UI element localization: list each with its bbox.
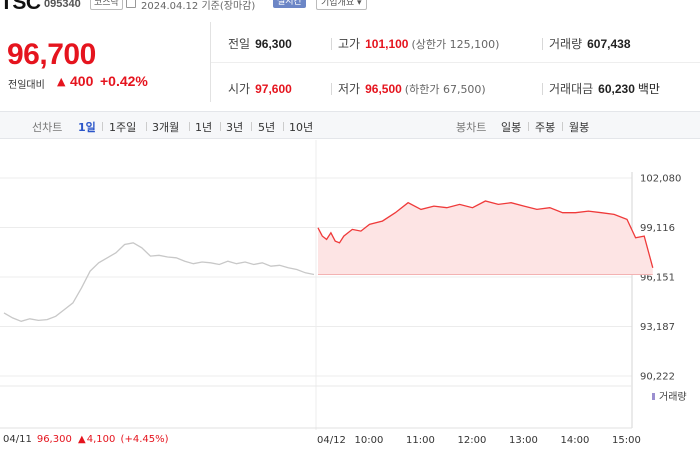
stat-unit: 백만 <box>637 82 660 96</box>
stat-sub: (상한가 125,100) <box>411 38 500 51</box>
stat-value: 97,600 <box>255 82 292 96</box>
stats-panel: 전일 96,300 고가 101,100 (상한가 125,100) 거래량 607,4… <box>210 22 700 102</box>
toolbar-separator <box>146 122 147 131</box>
stat-value: 101,100 <box>365 37 409 51</box>
stat-sub: (하한가 67,500) <box>404 83 486 96</box>
stat-value: 60,230 <box>598 82 635 96</box>
stat-value: 607,438 <box>587 37 631 51</box>
stat-label: 고가 <box>338 37 361 51</box>
current-price: 96,700 <box>7 38 96 71</box>
candle-weekly[interactable]: 주봉 <box>535 121 556 134</box>
stock-header: TSC 095340 코스닥 2024.04.12 기준(장마감) 실시간 기업… <box>0 0 700 13</box>
today-price-line <box>317 200 654 268</box>
x-tick-label: 12:00 <box>458 435 487 446</box>
company-info-label: 기업개요 <box>321 0 355 8</box>
price-change-percent: +0.42% <box>100 73 148 89</box>
stat-label: 시가 <box>228 82 251 96</box>
stock-ticker: TSC <box>0 0 41 13</box>
x-tick-label: 11:00 <box>406 435 435 446</box>
stat-open: 시가 97,600 <box>228 80 292 97</box>
chevron-down-icon: ▾ <box>357 0 362 8</box>
x-tick-label: 10:00 <box>355 435 384 446</box>
toolbar-separator <box>251 122 252 131</box>
stat-prev-close: 전일 96,300 <box>228 35 292 52</box>
stat-separator <box>542 83 543 95</box>
volume-legend-swatch <box>652 393 655 400</box>
stock-code: 095340 <box>44 0 81 10</box>
line-chart-tab[interactable]: 선차트 <box>32 121 63 134</box>
candle-daily[interactable]: 일봉 <box>501 121 522 134</box>
prev-close-direction: ▲ <box>78 434 86 445</box>
prev-day-price-line <box>3 242 315 322</box>
period-1d[interactable]: 1일 <box>78 121 96 134</box>
prev-close-readout: 04/11 96,300 ▲4,100 (+4.45%) <box>3 434 169 445</box>
price-change: 400 <box>70 73 94 89</box>
stat-separator <box>331 83 332 95</box>
x-tick-label: 14:00 <box>561 435 590 446</box>
quote-date: 2024.04.12 기준(장마감) <box>141 0 255 12</box>
stat-value: 96,500 <box>365 82 402 96</box>
period-1y[interactable]: 1년 <box>195 121 213 134</box>
basis-text: 기준(장마감) <box>201 1 256 12</box>
chart-toolbar: 선차트 1일 1주일 3개월 1년 3년 5년 10년 봉차트 일봉 주봉 월봉 <box>0 111 700 139</box>
toolbar-separator <box>102 122 103 131</box>
volume-label: 거래량 <box>659 391 687 403</box>
stat-value: 96,300 <box>255 37 292 51</box>
y-tick-label: 99,116 <box>640 223 675 234</box>
prev-close-change-pct: (+4.45%) <box>120 434 169 445</box>
toolbar-separator <box>562 122 563 131</box>
date-text: 2024.04.12 <box>141 1 199 12</box>
toolbar-separator <box>189 122 190 131</box>
company-info-button[interactable]: 기업개요 ▾ <box>316 0 367 10</box>
realtime-button[interactable]: 실시간 <box>273 0 306 8</box>
up-triangle-icon: ▲ <box>57 75 66 88</box>
x-tick-label: 13:00 <box>509 435 538 446</box>
y-tick-label: 96,151 <box>640 273 675 284</box>
toolbar-separator <box>220 122 221 131</box>
prev-close-price: 96,300 <box>36 434 72 445</box>
stat-low: 저가 96,500 (하한가 67,500) <box>338 80 486 97</box>
stat-label: 전일 <box>228 37 251 51</box>
market-badge: 코스닥 <box>90 0 123 10</box>
stat-volume: 거래량 607,438 <box>549 35 631 52</box>
period-3m[interactable]: 3개월 <box>152 121 180 134</box>
change-label: 전일대비 <box>8 80 45 91</box>
stat-separator <box>542 38 543 50</box>
period-5y[interactable]: 5년 <box>258 121 276 134</box>
stat-label: 거래량 <box>549 37 583 51</box>
stat-high: 고가 101,100 (상한가 125,100) <box>338 35 499 52</box>
stat-trade-value: 거래대금 60,230 백만 <box>549 80 660 97</box>
prev-close-date: 04/11 <box>3 434 32 445</box>
stats-divider <box>211 62 700 63</box>
y-tick-label: 90,222 <box>640 372 675 383</box>
price-panel: 96,700 전일대비 ▲ 400 +0.42% <box>0 22 210 102</box>
stat-separator <box>331 38 332 50</box>
candle-monthly[interactable]: 월봉 <box>569 121 590 134</box>
price-chart: 102,080 99,116 96,151 93,187 90,222 거래량 04/12 1… <box>0 140 700 450</box>
price-chart-svg: 102,080 99,116 96,151 93,187 90,222 거래량 04/12 1… <box>0 140 687 446</box>
toolbar-separator <box>283 122 284 131</box>
stat-label: 저가 <box>338 82 361 96</box>
toolbar-separator <box>528 122 529 131</box>
calendar-icon <box>126 0 136 8</box>
y-tick-label: 93,187 <box>640 322 675 333</box>
stat-label: 거래대금 <box>549 82 594 96</box>
y-tick-label: 102,080 <box>640 174 681 185</box>
today-price-area <box>318 201 653 275</box>
period-3y[interactable]: 3년 <box>226 121 244 134</box>
x-tick-label: 04/12 <box>317 435 346 446</box>
candle-chart-tab[interactable]: 봉차트 <box>456 121 487 134</box>
period-1w[interactable]: 1주일 <box>109 121 137 134</box>
prev-close-change: 4,100 <box>86 434 116 445</box>
x-tick-label: 15:00 <box>612 435 641 446</box>
period-10y[interactable]: 10년 <box>289 121 314 134</box>
